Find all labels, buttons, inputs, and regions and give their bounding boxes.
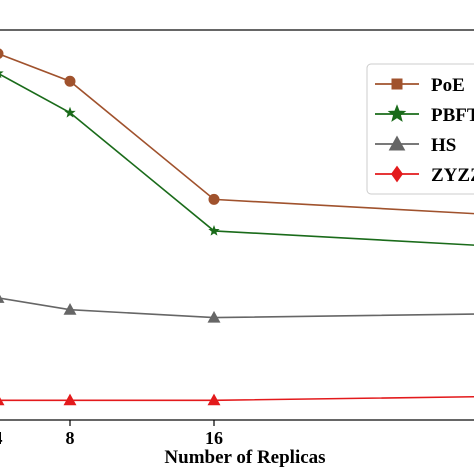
x-tick-label: 16 [205,428,223,448]
series-layer [0,48,474,406]
legend-label-poe: PoE [431,75,465,96]
data-point-zyzzyva [0,397,5,406]
legend-marker-poe [391,78,403,90]
data-point-hs [63,303,77,315]
data-point-pbft [0,71,4,79]
legend-box [366,63,474,195]
data-point-zyzzyva [63,393,77,406]
data-point-pbft [64,106,76,118]
x-axis-label: Number of Replicas [164,447,325,468]
legend-marker-hs [388,135,406,151]
series-line-pbft [0,73,474,246]
legend-label-pbft: PBFT [431,105,474,126]
series-line-poe [0,53,474,215]
data-point-hs [207,310,221,323]
legend-marker-pbft [387,104,407,122]
legend-label-zyzzyva: ZYZZYVA [431,165,474,186]
plot-axes: 4 8 16 [0,29,474,448]
data-point-pbft [208,224,220,236]
legend: PoE PBFT HS ZYZZYVA [366,63,474,195]
data-point-poe [0,48,4,59]
series-line-hs [0,297,474,319]
data-point-poe [64,75,76,87]
legend-marker-zyzzyva [391,165,403,183]
plot-frame [0,29,474,421]
series-line-zyzzyva [0,395,474,402]
x-tick-label: 8 [66,428,75,448]
legend-label-hs: HS [431,135,456,156]
x-tick-label: 4 [0,428,3,448]
data-point-poe [208,193,220,205]
data-point-zyzzyva [207,393,221,406]
data-point-hs [0,294,5,303]
